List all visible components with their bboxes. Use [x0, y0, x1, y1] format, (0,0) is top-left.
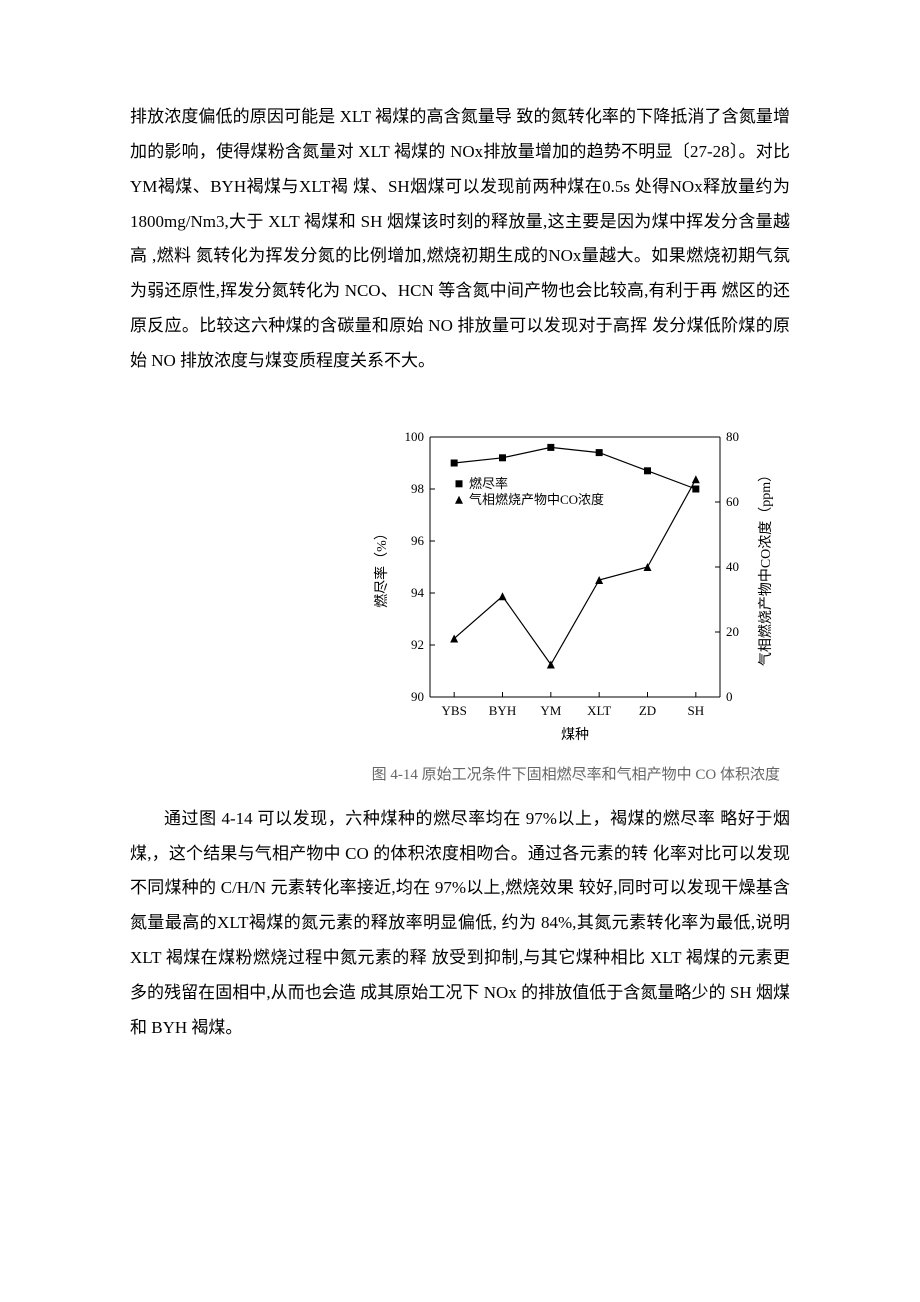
svg-text:20: 20 — [726, 624, 739, 639]
svg-text:YM: YM — [540, 703, 561, 718]
svg-text:98: 98 — [411, 481, 424, 496]
svg-text:XLT: XLT — [587, 703, 611, 718]
svg-text:60: 60 — [726, 494, 739, 509]
svg-text:燃尽率（%）: 燃尽率（%） — [373, 526, 390, 608]
svg-text:BYH: BYH — [489, 703, 516, 718]
svg-text:气相燃烧产物中CO浓度（ppm）: 气相燃烧产物中CO浓度（ppm） — [757, 468, 774, 666]
svg-text:YBS: YBS — [442, 703, 467, 718]
svg-text:92: 92 — [411, 637, 424, 652]
svg-text:SH: SH — [688, 703, 705, 718]
paragraph-2: 通过图 4-14 可以发现，六种煤种的燃尽率均在 97%以上，褐煤的燃尽率 略好… — [130, 802, 790, 1046]
svg-text:94: 94 — [411, 585, 425, 600]
svg-text:90: 90 — [411, 689, 424, 704]
svg-text:100: 100 — [405, 429, 425, 444]
svg-text:0: 0 — [726, 689, 733, 704]
chart-svg: 90 92 94 96 98 100 0 20 40 60 80 YBS BYH YM XLT ZD SH 煤种 燃… — [360, 427, 790, 757]
svg-text:煤种: 煤种 — [561, 727, 589, 743]
svg-text:ZD: ZD — [639, 703, 656, 718]
figure-caption: 图 4-14 原始工况条件下固相燃尽率和气相产物中 CO 体积浓度 — [130, 763, 790, 784]
svg-text:96: 96 — [411, 533, 425, 548]
svg-text:80: 80 — [726, 429, 739, 444]
svg-text:40: 40 — [726, 559, 739, 574]
paragraph-1: 排放浓度偏低的原因可能是 XLT 褐煤的高含氮量导 致的氮转化率的下降抵消了含氮… — [130, 100, 790, 379]
svg-text:气相燃烧产物中CO浓度: 气相燃烧产物中CO浓度 — [469, 492, 604, 507]
svg-text:燃尽率: 燃尽率 — [469, 476, 508, 491]
figure-4-14: 90 92 94 96 98 100 0 20 40 60 80 YBS BYH YM XLT ZD SH 煤种 燃… — [360, 427, 790, 757]
document-page: 排放浓度偏低的原因可能是 XLT 褐煤的高含氮量导 致的氮转化率的下降抵消了含氮… — [0, 0, 920, 1174]
